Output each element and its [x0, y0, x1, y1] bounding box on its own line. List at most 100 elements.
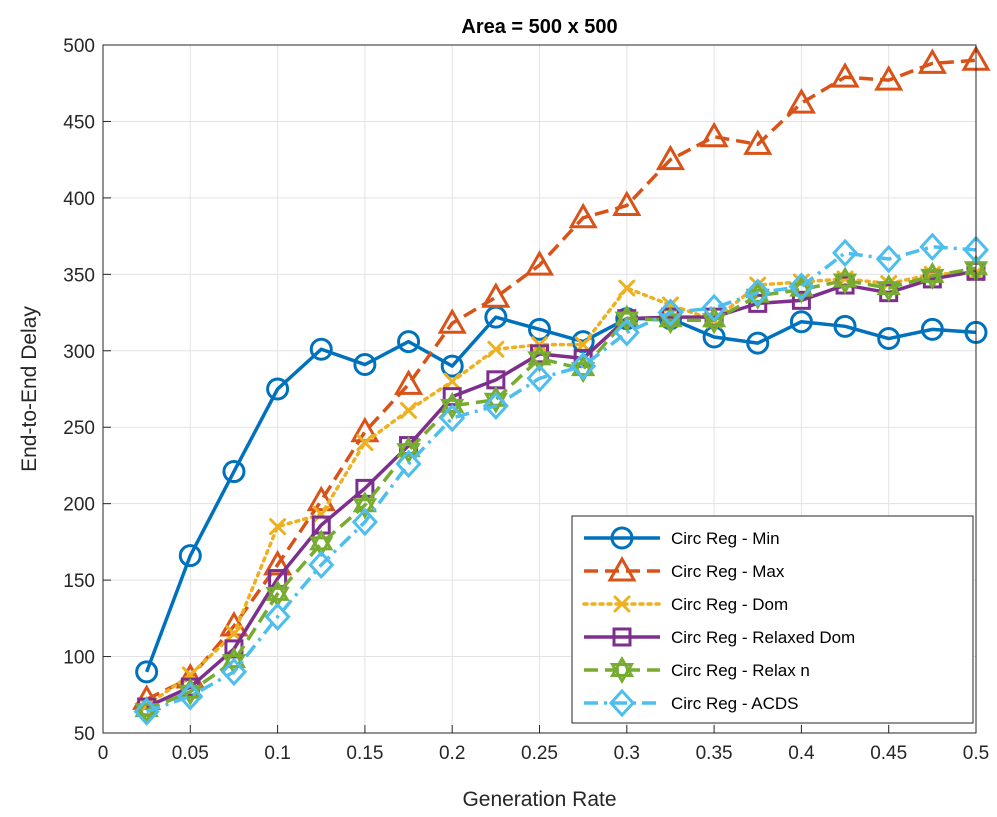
- data-point-part: [789, 275, 814, 297]
- y-tick-label: 400: [63, 189, 95, 210]
- data-point: [353, 353, 377, 377]
- legend-label: Circ Reg - Dom: [671, 595, 788, 614]
- x-tick-label: 0.45: [870, 743, 907, 764]
- data-point: [877, 327, 901, 351]
- y-tick-label: 100: [63, 648, 95, 669]
- data-point-part: [876, 281, 901, 303]
- data-point: [748, 293, 768, 313]
- data-point: [308, 550, 335, 580]
- data-point: [746, 331, 770, 355]
- x-tick-label: 0.05: [172, 743, 209, 764]
- data-point-part: [876, 274, 901, 296]
- data-point: [393, 369, 424, 395]
- legend-marker: [608, 688, 636, 718]
- y-tick-label: 50: [74, 724, 95, 745]
- data-point: [833, 314, 857, 338]
- data-point: [789, 310, 813, 334]
- y-axis-label: End-to-End Delay: [18, 306, 41, 472]
- data-point: [443, 372, 461, 390]
- data-point-part: [134, 696, 159, 718]
- data-point: [395, 449, 422, 479]
- series-1: [132, 45, 991, 710]
- data-point-part: [265, 586, 290, 608]
- data-point-part: [134, 703, 159, 725]
- data-point: [701, 306, 727, 335]
- data-point: [439, 403, 466, 433]
- legend-item: Circ Reg - Max: [584, 555, 785, 582]
- data-point: [917, 48, 947, 74]
- data-point: [832, 266, 858, 295]
- data-point: [266, 377, 290, 401]
- x-tick-label: 0.15: [346, 743, 383, 764]
- data-point: [440, 391, 465, 420]
- legend-marker: [612, 627, 632, 647]
- data-point: [874, 65, 904, 91]
- x-tick-label: 0.25: [521, 743, 558, 764]
- legend-marker: [609, 656, 635, 684]
- data-point: [830, 62, 860, 88]
- data-point: [788, 272, 815, 301]
- data-point: [524, 250, 555, 276]
- data-point: [222, 460, 246, 484]
- data-point-part: [440, 391, 465, 413]
- data-point: [178, 544, 202, 568]
- data-point: [699, 121, 729, 148]
- x-tick-label: 0.5: [963, 743, 989, 764]
- data-point-part: [265, 579, 290, 601]
- data-point-part: [571, 355, 596, 377]
- legend-label: Circ Reg - Max: [671, 562, 785, 581]
- data-point-part: [614, 304, 639, 326]
- data-point: [482, 391, 509, 421]
- data-point: [875, 244, 902, 274]
- data-point-part: [527, 351, 552, 373]
- data-point: [528, 317, 551, 341]
- legend-marker-part: [609, 663, 635, 684]
- data-point: [264, 602, 291, 632]
- data-point: [832, 238, 859, 268]
- data-point-part: [832, 273, 858, 295]
- data-point-part: [352, 498, 378, 520]
- series-layer: [132, 45, 991, 726]
- x-tick-label: 0.1: [264, 743, 290, 764]
- series-5: [133, 232, 990, 726]
- x-tick-label: 0.2: [439, 743, 465, 764]
- data-point: [786, 88, 816, 114]
- data-point: [526, 364, 553, 393]
- legend-label: Circ Reg - Relaxed Dom: [671, 628, 855, 647]
- data-point-part: [527, 344, 552, 366]
- data-point-part: [701, 313, 727, 335]
- data-point-part: [701, 306, 727, 328]
- y-tick-label: 150: [63, 571, 95, 592]
- data-point: [527, 344, 552, 373]
- y-tick-label: 300: [63, 342, 95, 363]
- data-point: [306, 485, 336, 512]
- legend-box: [571, 515, 974, 724]
- data-point: [481, 282, 511, 308]
- y-tick-label: 350: [63, 265, 95, 286]
- data-point: [135, 660, 159, 684]
- legend-marker: [613, 595, 631, 613]
- y-tick-label: 200: [63, 495, 95, 516]
- legend-marker: [607, 555, 637, 582]
- data-point-part: [920, 268, 945, 290]
- data-point: [655, 144, 686, 171]
- data-point-part: [614, 311, 639, 333]
- legend-marker: [610, 526, 634, 550]
- legend-marker-part: [609, 656, 635, 677]
- y-tick-label: 500: [63, 36, 95, 57]
- data-point: [618, 279, 636, 297]
- data-point-part: [221, 647, 247, 669]
- data-point-part: [309, 529, 334, 551]
- axis-ticks: 0 0.05 0.1 0.15 0.2 0.25 0.3 0.35 0.4 0.45 0.5 50 10…: [63, 36, 989, 764]
- data-point-part: [920, 261, 945, 283]
- data-point: [133, 697, 160, 726]
- data-point: [397, 330, 421, 354]
- data-point: [437, 308, 467, 334]
- data-point: [568, 202, 598, 229]
- data-point: [920, 261, 945, 290]
- data-point: [400, 401, 418, 419]
- data-point-part: [832, 266, 858, 288]
- data-point-part: [440, 398, 465, 420]
- data-point: [614, 304, 639, 333]
